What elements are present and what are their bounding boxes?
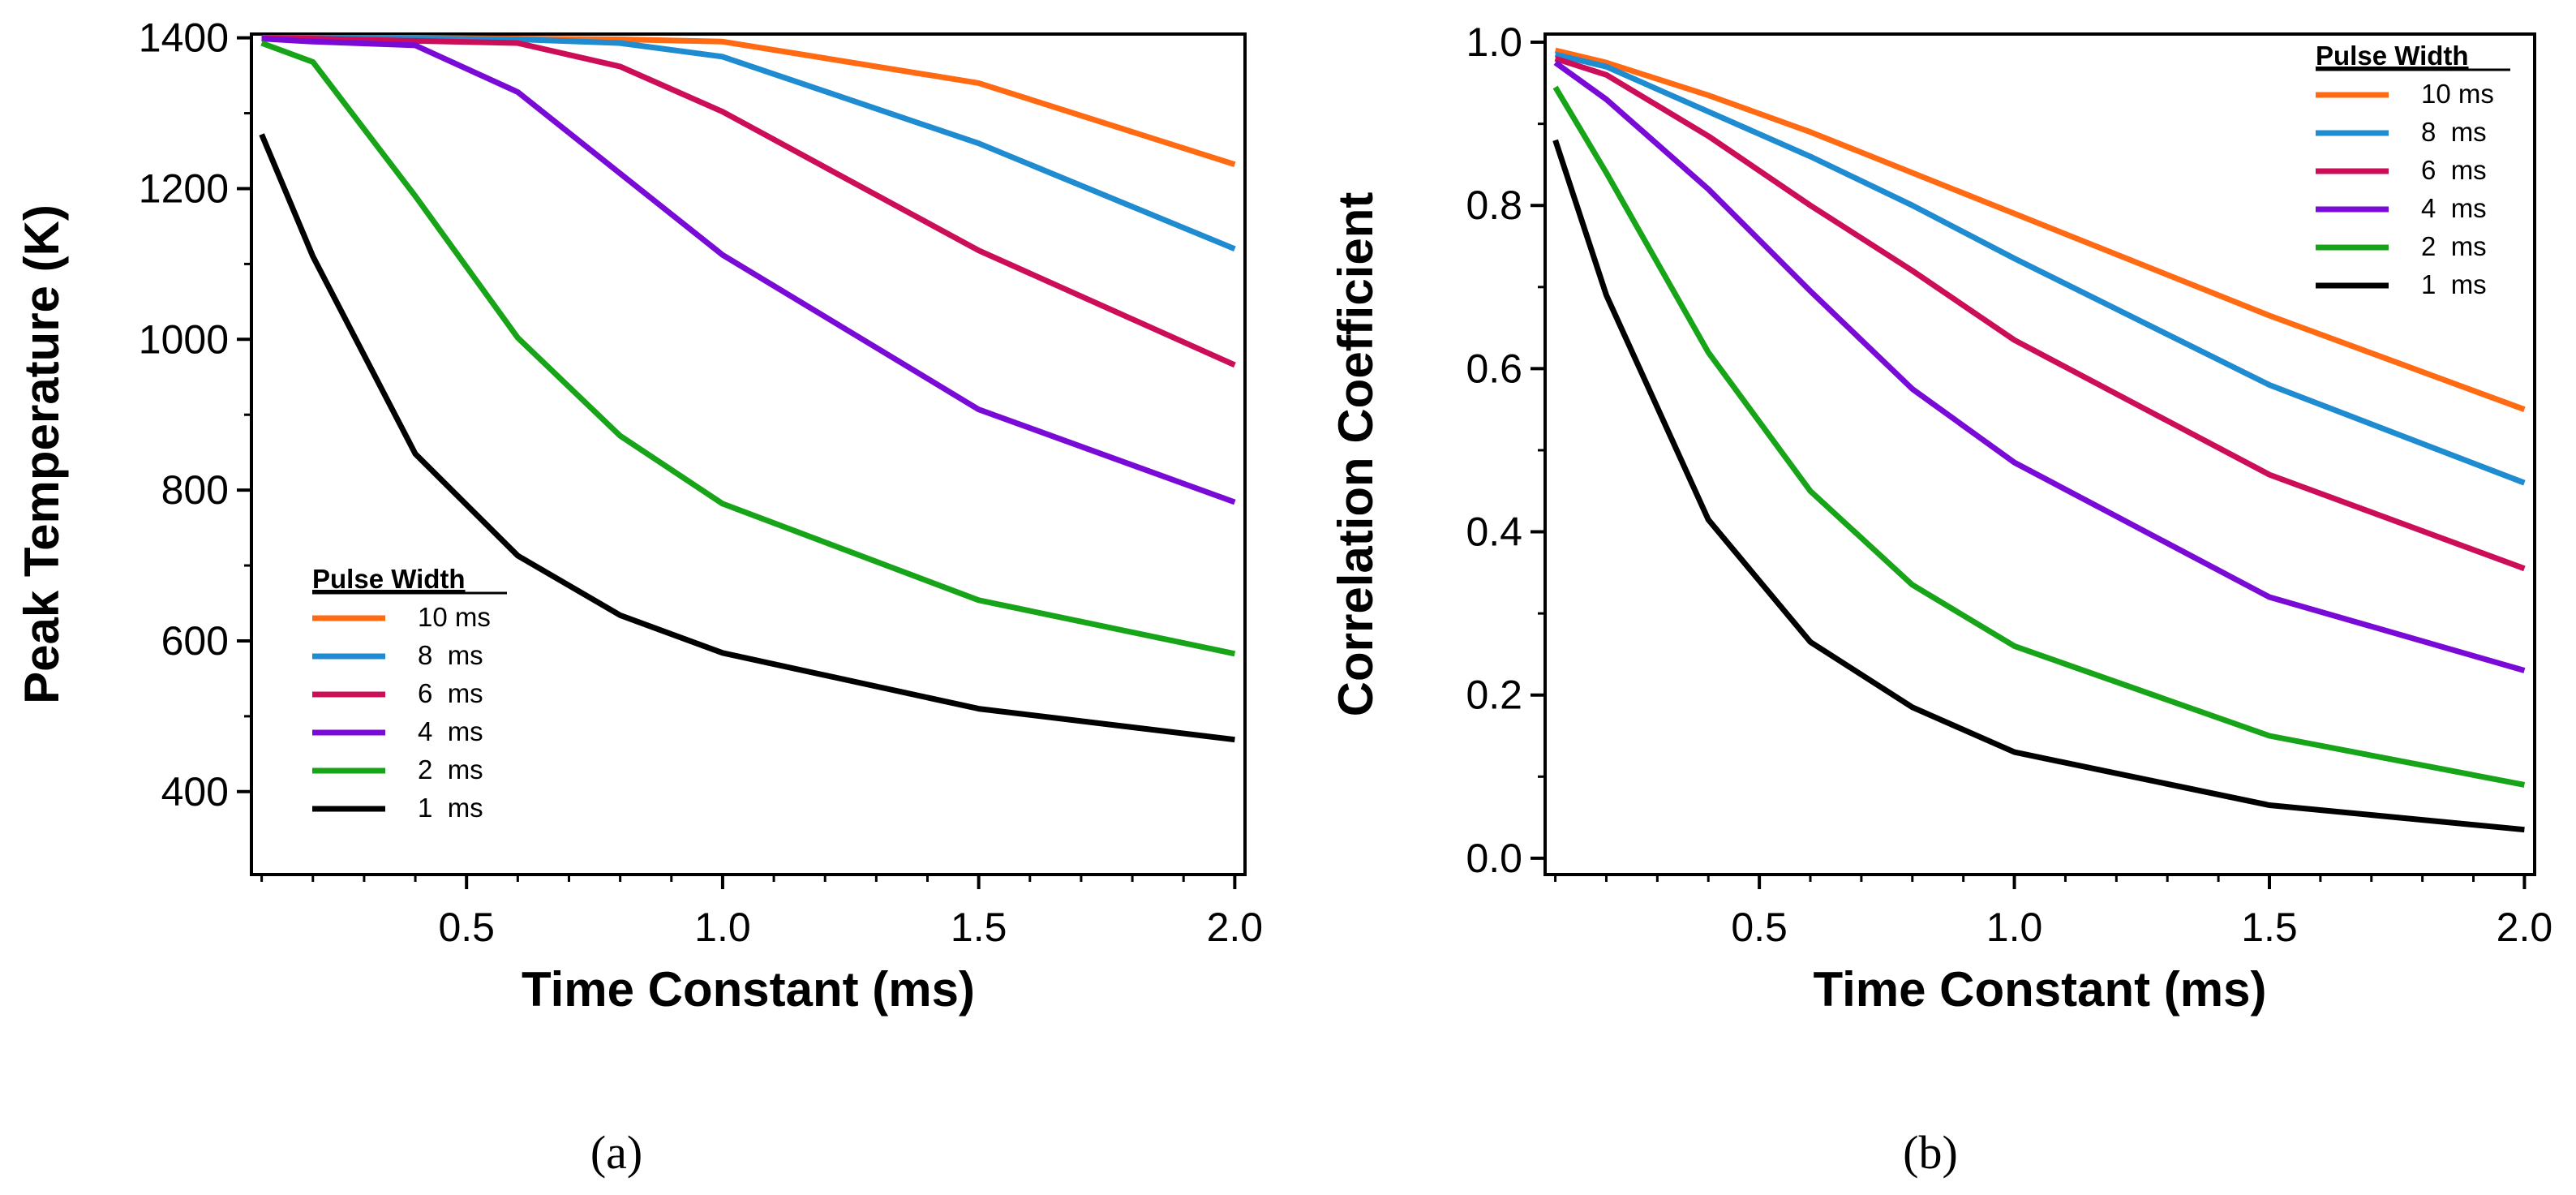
y-tick-label: 0.6 <box>1466 346 1522 391</box>
x-tick-label: 1.5 <box>951 905 1007 950</box>
legend-label: 6 ms <box>418 678 483 708</box>
y-tick-label: 400 <box>161 769 229 815</box>
legend: Pulse Width 10 ms 8 ms 6 ms 4 ms 2 ms 1 ms <box>312 564 507 823</box>
legend-label: 8 ms <box>2421 117 2487 147</box>
series-line-6-ms <box>1554 55 2526 572</box>
y-tick-label: 0.0 <box>1466 836 1522 881</box>
legend-label: 8 ms <box>418 640 483 670</box>
legend-label: 4 ms <box>2421 193 2487 223</box>
y-tick-label: 0.8 <box>1466 183 1522 228</box>
x-axis-title: Time Constant (ms) <box>1814 962 2267 1017</box>
x-axis-title: Time Constant (ms) <box>522 962 975 1017</box>
legend-label: 10 ms <box>2421 79 2494 109</box>
legend-label: 4 ms <box>418 716 483 746</box>
y-tick-label: 1000 <box>139 316 229 362</box>
y-tick-label: 600 <box>161 618 229 664</box>
plot-frame <box>1543 32 2536 876</box>
series-line-1-ms <box>259 133 1235 743</box>
panel-caption: (b) <box>1903 1126 1958 1179</box>
x-tick-label: 1.0 <box>694 905 751 950</box>
series-line-2-ms <box>1552 85 2526 788</box>
x-tick-label: 2.0 <box>1207 905 1264 950</box>
series-line-8-ms <box>261 35 1236 252</box>
x-tick-label: 0.5 <box>1731 905 1788 950</box>
series-line-4-ms <box>261 36 1236 505</box>
legend-label: 1 ms <box>2421 269 2487 299</box>
y-axis-title: Peak Temperature (K) <box>15 204 69 704</box>
legend-label: 2 ms <box>418 754 483 784</box>
panel-caption: (a) <box>590 1126 642 1179</box>
legend-label: 6 ms <box>2421 155 2487 185</box>
y-tick-label: 800 <box>161 467 229 513</box>
y-tick-label: 0.4 <box>1466 509 1522 555</box>
legend-title: Pulse Width <box>2316 41 2469 71</box>
series-line-10-ms <box>1554 47 2526 412</box>
legend: Pulse Width 10 ms 8 ms 6 ms 4 ms 2 ms 1 ms <box>2316 41 2510 299</box>
x-tick-label: 1.5 <box>2241 905 2298 950</box>
x-tick-label: 1.0 <box>1986 905 2043 950</box>
x-tick-label: 0.5 <box>438 905 495 950</box>
series-line-1-ms <box>1552 139 2525 833</box>
legend-label: 1 ms <box>418 793 483 823</box>
legend-label: 2 ms <box>2421 231 2487 261</box>
y-axis-title: Correlation Coefficient <box>1329 192 1383 717</box>
y-tick-label: 1200 <box>139 165 229 211</box>
series-line-2-ms <box>260 40 1236 657</box>
series-line-6-ms <box>261 35 1236 368</box>
y-tick-label: 1.0 <box>1466 19 1522 65</box>
y-tick-label: 1400 <box>139 15 229 61</box>
y-tick-label: 0.2 <box>1466 673 1522 718</box>
legend-title: Pulse Width <box>312 564 466 594</box>
series-line-8-ms <box>1554 51 2526 486</box>
series-line-4-ms <box>1553 60 2526 673</box>
legend-label: 10 ms <box>418 602 491 632</box>
plot-frame <box>250 32 1247 876</box>
x-tick-label: 2.0 <box>2497 905 2553 950</box>
panel-b: 0.5 1.0 1.5 2.0 0.0 0.2 0.4 0.6 0.8 1.0 Time Const… <box>1329 19 2552 1179</box>
series-line-10-ms <box>261 35 1236 168</box>
panel-a: 0.5 1.0 1.5 2.0 400 600 800 1000 1200 1400 Time Co… <box>15 15 1263 1179</box>
